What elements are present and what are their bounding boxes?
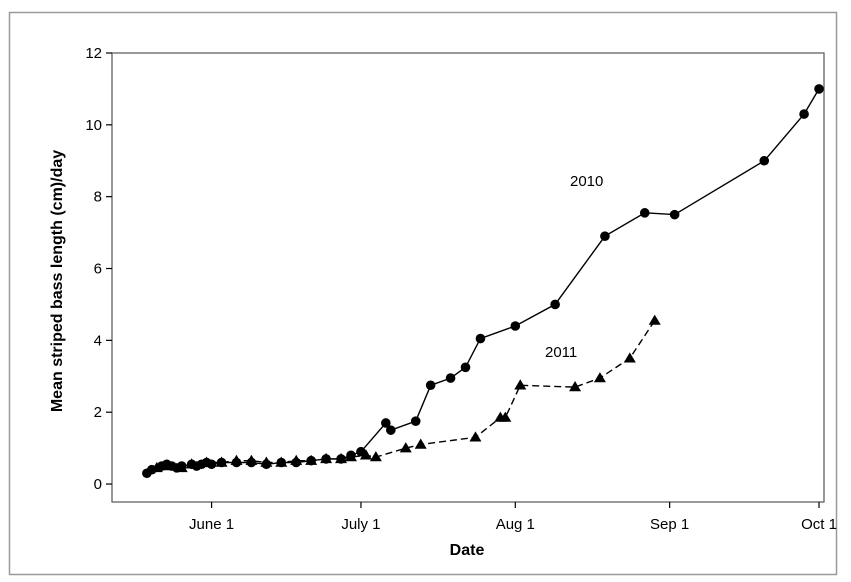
plot-frame xyxy=(111,52,825,503)
data-point-2010 xyxy=(639,208,650,218)
data-point-2011 xyxy=(200,456,213,467)
data-point-2010 xyxy=(550,299,560,310)
data-point-2011 xyxy=(245,454,258,465)
data-point-2011 xyxy=(260,456,273,467)
data-point-2011 xyxy=(305,454,318,465)
data-point-2011 xyxy=(369,451,382,462)
data-point-2011 xyxy=(175,461,188,473)
data-point-2010 xyxy=(381,418,391,428)
data-point-2011 xyxy=(469,431,482,442)
series-2010 xyxy=(142,84,824,479)
data-point-2010 xyxy=(510,321,521,331)
y-tick-label: 12 xyxy=(85,45,102,62)
x-tick-label: June 1 xyxy=(189,516,234,533)
data-point-2011 xyxy=(623,352,636,363)
x-tick-label: July 1 xyxy=(341,516,380,533)
series-layer xyxy=(142,84,824,479)
series-line-2010 xyxy=(146,88,820,474)
data-point-2011 xyxy=(344,451,357,462)
x-tick-label: Oct 1 xyxy=(801,516,837,533)
data-point-2010 xyxy=(814,84,824,94)
series-line-2011 xyxy=(156,320,656,469)
axes xyxy=(8,11,838,576)
data-point-2011 xyxy=(399,442,412,453)
data-point-2011 xyxy=(569,381,582,392)
data-point-2010 xyxy=(600,231,610,241)
data-point-2011 xyxy=(160,460,173,471)
y-tick-label: 0 xyxy=(94,476,102,493)
data-point-2011 xyxy=(320,452,333,464)
y-tick-label: 2 xyxy=(94,404,102,421)
x-axis-title: Date xyxy=(450,542,485,559)
x-tick-label: Sep 1 xyxy=(650,516,689,533)
data-point-2010 xyxy=(799,109,809,119)
y-tick-label: 8 xyxy=(94,189,102,206)
data-point-2011 xyxy=(593,372,606,383)
data-point-2011 xyxy=(335,452,348,464)
y-tick-label: 10 xyxy=(85,117,102,134)
annotation-2010: 2010 xyxy=(570,173,603,190)
data-point-2010 xyxy=(460,362,471,373)
data-point-2010 xyxy=(386,425,396,435)
data-point-2010 xyxy=(669,209,680,220)
data-point-2010 xyxy=(425,380,436,391)
data-point-2011 xyxy=(230,454,243,465)
data-point-2011 xyxy=(290,454,303,465)
data-point-2011 xyxy=(185,458,198,469)
series-2011 xyxy=(150,314,661,473)
data-point-2010 xyxy=(475,333,486,344)
data-point-2011 xyxy=(215,456,228,467)
data-point-2011 xyxy=(648,314,661,325)
data-point-2011 xyxy=(150,461,163,473)
data-point-2010 xyxy=(410,416,421,426)
data-point-2010 xyxy=(445,373,456,383)
data-point-2011 xyxy=(275,456,288,467)
y-tick-label: 4 xyxy=(94,332,102,349)
axis-ticks: 0 2 4 6 8 10 12 June 1 July 1 Aug 1 Sep 1 Oct 1 xyxy=(85,45,837,533)
x-tick-label: Aug 1 xyxy=(496,516,535,533)
figure-border xyxy=(8,11,838,576)
data-point-2011 xyxy=(514,379,527,390)
y-axis-title: Mean striped bass length (cm)/day xyxy=(49,150,66,412)
y-tick-label: 6 xyxy=(94,261,102,278)
data-point-2011 xyxy=(414,438,427,449)
data-point-2010 xyxy=(759,155,770,166)
data-point-2011 xyxy=(359,449,372,460)
data-point-2011 xyxy=(499,411,512,422)
annotation-2011: 2011 xyxy=(545,344,577,361)
